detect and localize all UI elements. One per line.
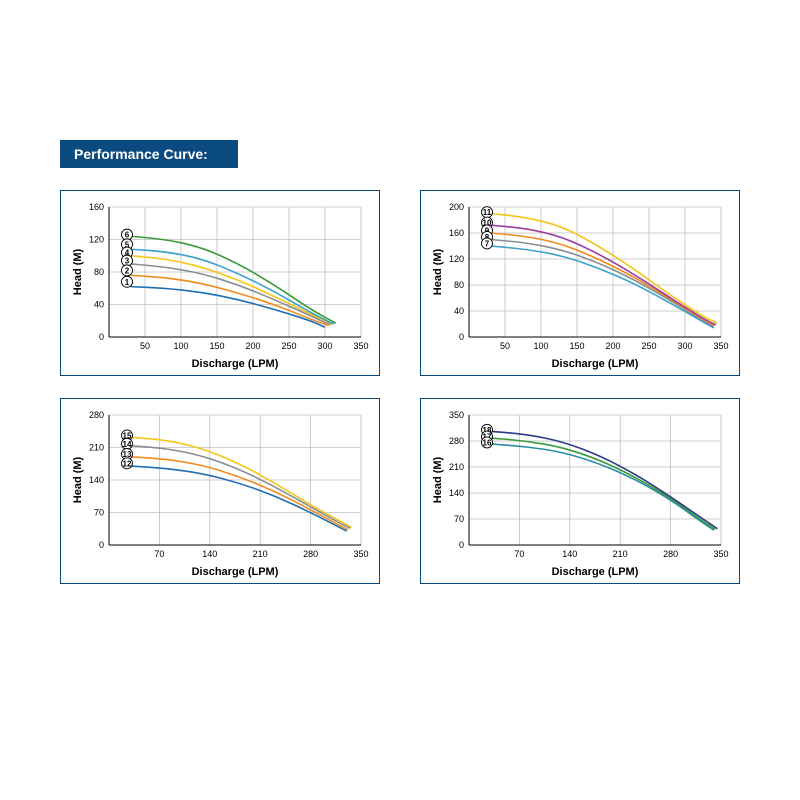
svg-text:210: 210	[253, 549, 268, 559]
svg-text:6: 6	[125, 231, 130, 240]
svg-text:250: 250	[641, 341, 656, 351]
svg-text:70: 70	[514, 549, 524, 559]
svg-text:70: 70	[454, 514, 464, 524]
svg-text:160: 160	[449, 228, 464, 238]
svg-text:140: 140	[89, 475, 104, 485]
svg-text:350: 350	[353, 549, 368, 559]
svg-text:350: 350	[713, 549, 728, 559]
chart-panel-3: 0701402102807014021028035015141312Discha…	[60, 398, 380, 584]
svg-text:1: 1	[125, 278, 130, 287]
svg-text:Discharge (LPM): Discharge (LPM)	[192, 566, 279, 578]
svg-text:280: 280	[303, 549, 318, 559]
svg-text:Head (M): Head (M)	[432, 456, 444, 503]
svg-text:160: 160	[89, 202, 104, 212]
svg-text:80: 80	[94, 267, 104, 277]
svg-text:Head (M): Head (M)	[432, 248, 444, 295]
svg-text:50: 50	[140, 341, 150, 351]
svg-text:Discharge (LPM): Discharge (LPM)	[552, 566, 639, 578]
svg-text:12: 12	[123, 459, 132, 468]
svg-text:Discharge (LPM): Discharge (LPM)	[192, 358, 279, 370]
svg-text:Head (M): Head (M)	[72, 248, 84, 295]
svg-text:210: 210	[89, 443, 104, 453]
svg-text:50: 50	[500, 341, 510, 351]
svg-text:100: 100	[173, 341, 188, 351]
svg-text:350: 350	[713, 341, 728, 351]
svg-text:Discharge (LPM): Discharge (LPM)	[552, 358, 639, 370]
svg-text:7: 7	[485, 239, 490, 248]
svg-text:210: 210	[613, 549, 628, 559]
svg-text:200: 200	[605, 341, 620, 351]
svg-text:2: 2	[125, 266, 130, 275]
svg-text:300: 300	[317, 341, 332, 351]
section-title: Performance Curve:	[60, 140, 238, 168]
svg-text:350: 350	[449, 410, 464, 420]
svg-text:80: 80	[454, 280, 464, 290]
svg-text:16: 16	[483, 438, 492, 447]
svg-text:70: 70	[154, 549, 164, 559]
svg-text:0: 0	[459, 332, 464, 342]
svg-text:11: 11	[483, 208, 492, 217]
svg-text:Head (M): Head (M)	[72, 456, 84, 503]
svg-text:280: 280	[89, 410, 104, 420]
svg-text:280: 280	[449, 436, 464, 446]
svg-text:210: 210	[449, 462, 464, 472]
svg-text:70: 70	[94, 508, 104, 518]
svg-text:0: 0	[99, 332, 104, 342]
svg-text:140: 140	[562, 549, 577, 559]
svg-text:40: 40	[454, 306, 464, 316]
svg-text:3: 3	[125, 257, 130, 266]
svg-text:200: 200	[449, 202, 464, 212]
svg-text:14: 14	[123, 440, 132, 449]
svg-text:120: 120	[89, 235, 104, 245]
svg-text:300: 300	[677, 341, 692, 351]
chart-panel-2: 0408012016020050100150200250300350111098…	[420, 190, 740, 376]
svg-text:140: 140	[449, 488, 464, 498]
chart-panel-4: 07014021028035070140210280350181716Disch…	[420, 398, 740, 584]
svg-text:0: 0	[459, 540, 464, 550]
svg-text:120: 120	[449, 254, 464, 264]
svg-text:250: 250	[281, 341, 296, 351]
chart-panel-1: 0408012016050100150200250300350654321Dis…	[60, 190, 380, 376]
svg-text:40: 40	[94, 300, 104, 310]
svg-text:100: 100	[533, 341, 548, 351]
svg-text:150: 150	[209, 341, 224, 351]
svg-text:140: 140	[202, 549, 217, 559]
chart-grid: 0408012016050100150200250300350654321Dis…	[60, 190, 740, 584]
svg-text:0: 0	[99, 540, 104, 550]
svg-text:280: 280	[663, 549, 678, 559]
svg-text:200: 200	[245, 341, 260, 351]
svg-text:150: 150	[569, 341, 584, 351]
svg-text:350: 350	[353, 341, 368, 351]
